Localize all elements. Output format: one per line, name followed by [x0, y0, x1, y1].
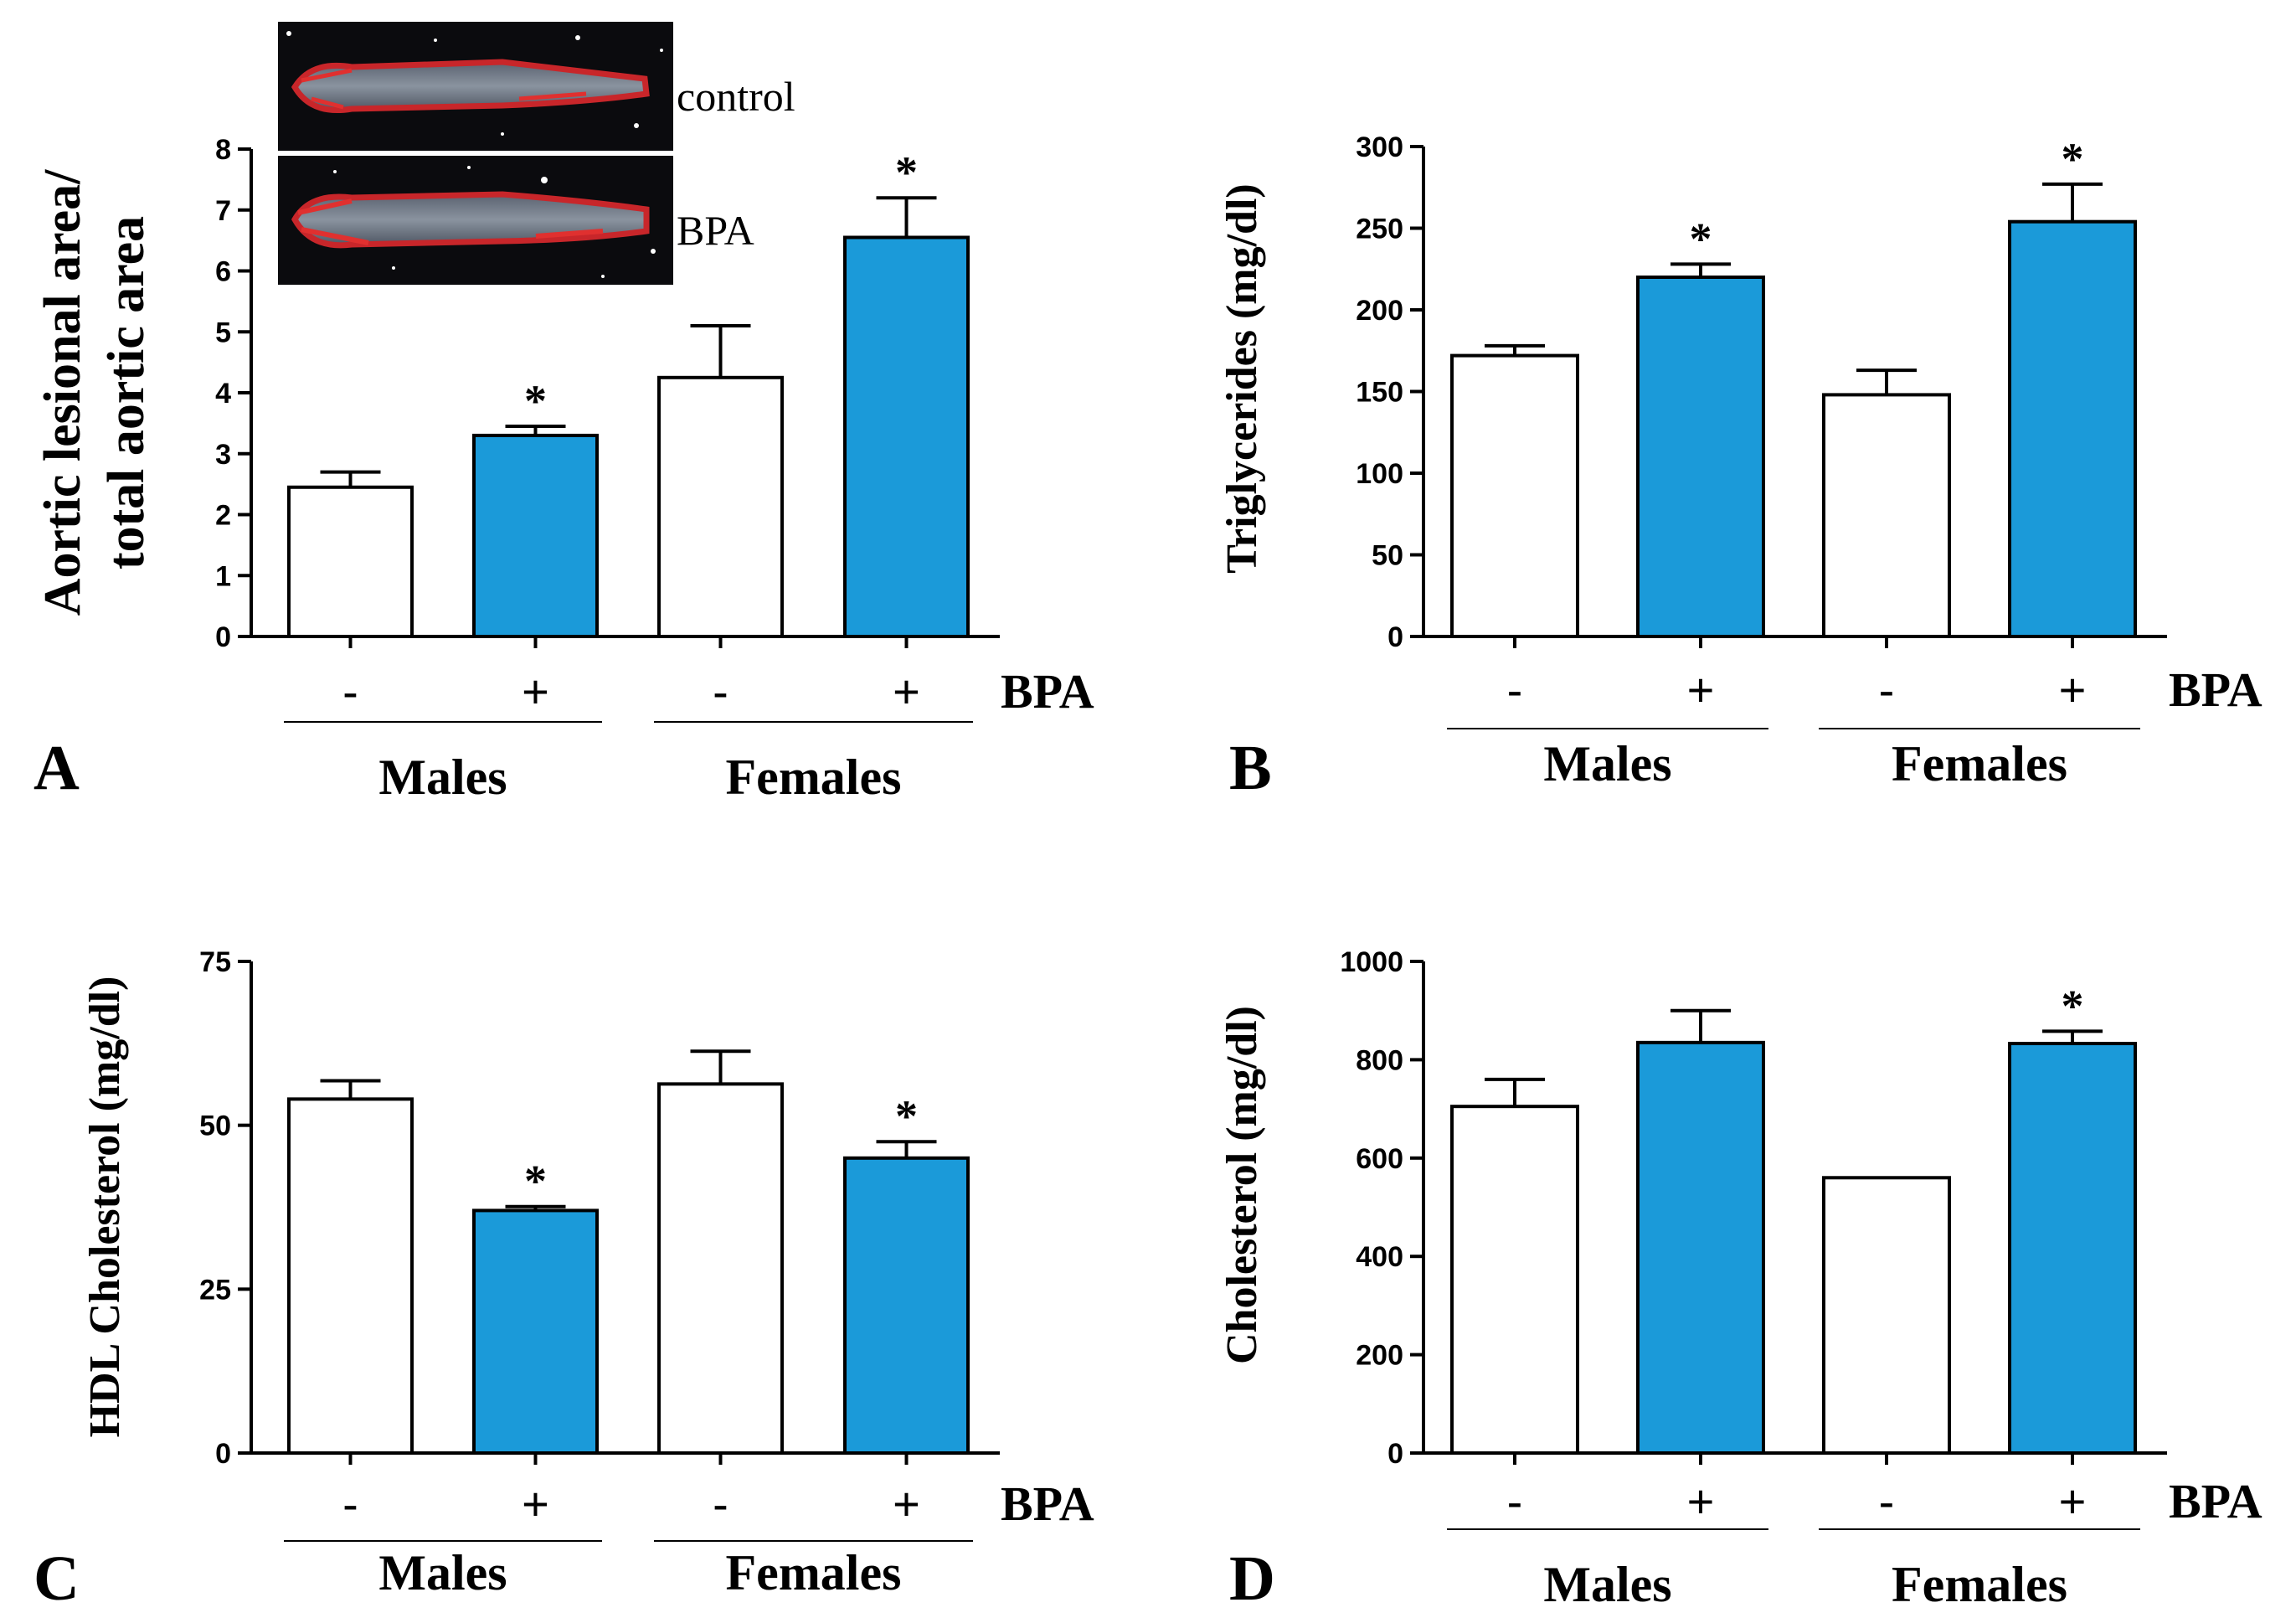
y-tick-label-b: 100 — [1356, 458, 1403, 490]
y-axis-label-d: Cholesterol (mg/dl) — [1218, 1006, 1266, 1364]
bar-d — [1636, 1040, 1765, 1455]
y-tick-label-a: 6 — [215, 256, 231, 288]
chart-panel-c: 0 25 50 75 HDL Cholesterol (mg/dl) - * + - * + BPA M… — [33, 946, 1094, 1614]
category-label-d: + — [2059, 1475, 2087, 1528]
bar-a — [843, 235, 970, 638]
group-label-d: Males — [1543, 1557, 1671, 1612]
significance-star-a: * — [895, 147, 918, 198]
y-tick-label-a: 7 — [215, 195, 231, 227]
category-label-b: + — [2059, 663, 2087, 716]
bar-a — [657, 375, 784, 638]
group-label-b: Females — [1892, 736, 2067, 791]
bar-b — [1450, 353, 1579, 638]
group-label-c: Males — [378, 1545, 507, 1600]
bar-d — [2008, 1042, 2137, 1456]
y-tick-label-b: 200 — [1356, 295, 1403, 327]
category-label-d: - — [1507, 1475, 1523, 1528]
y-tick-label-d: 1000 — [1340, 946, 1403, 978]
y-tick-label-c: 50 — [199, 1110, 231, 1142]
category-label-d: + — [1687, 1475, 1715, 1528]
y-axis-label-a: Aortic lesional area/ — [34, 169, 91, 616]
y-tick-label-a: 2 — [215, 500, 231, 532]
y-tick-label-b: 300 — [1356, 131, 1403, 163]
category-label-a: + — [522, 665, 549, 718]
bar-b — [1822, 393, 1951, 638]
group-label-a: Males — [378, 750, 507, 805]
bar-a — [287, 485, 414, 639]
significance-star-d: * — [2062, 981, 2084, 1031]
inset-control-label: control — [677, 73, 795, 120]
bar-c — [472, 1208, 599, 1455]
category-label-d: - — [1879, 1475, 1895, 1528]
y-tick-label-b: 150 — [1356, 377, 1403, 409]
bpa-label-c: BPA — [1001, 1476, 1094, 1531]
y-tick-label-d: 0 — [1387, 1438, 1403, 1470]
group-label-b: Males — [1543, 736, 1671, 791]
y-tick-label-b: 250 — [1356, 214, 1403, 245]
category-label-b: - — [1507, 663, 1523, 716]
bar-d — [1450, 1105, 1579, 1456]
chart-panel-d: 0 200 400 600 800 1000 Cholesterol (mg/dl) - + - *… — [1218, 946, 2263, 1614]
group-label-a: Females — [726, 750, 902, 805]
category-label-a: + — [893, 665, 920, 718]
category-label-c: - — [713, 1477, 728, 1530]
y-tick-label-c: 25 — [199, 1274, 231, 1306]
category-label-a: - — [713, 665, 728, 718]
y-tick-label-a: 8 — [215, 134, 231, 166]
y-tick-label-a: 4 — [215, 378, 231, 410]
bpa-label-a: BPA — [1001, 664, 1094, 719]
y-tick-label-a: 0 — [215, 621, 231, 653]
category-label-b: - — [1879, 663, 1895, 716]
y-tick-label-d: 200 — [1356, 1340, 1403, 1372]
y-tick-label-b: 50 — [1372, 540, 1403, 572]
y-tick-label-a: 3 — [215, 439, 231, 471]
bar-a — [472, 433, 599, 638]
bpa-label-b: BPA — [2169, 662, 2263, 717]
significance-star-b: * — [1690, 214, 1712, 264]
y-tick-label-d: 600 — [1356, 1143, 1403, 1175]
y-tick-label-c: 0 — [215, 1438, 231, 1470]
y-tick-label-a: 1 — [215, 560, 231, 592]
bar-c — [843, 1156, 970, 1456]
panel-letter-b: B — [1229, 733, 1272, 803]
bar-d — [1822, 1176, 1951, 1456]
y-tick-label-c: 75 — [199, 946, 231, 978]
category-label-c: + — [893, 1477, 920, 1530]
significance-star-c: * — [524, 1157, 547, 1207]
bar-b — [2008, 219, 2137, 638]
aorta-image-inset: control BPA — [278, 22, 795, 285]
significance-star-a: * — [524, 376, 547, 426]
bpa-label-d: BPA — [2169, 1474, 2263, 1528]
category-label-c: + — [522, 1477, 549, 1530]
significance-star-b: * — [2062, 134, 2084, 184]
bar-b — [1636, 276, 1765, 638]
significance-star-c: * — [895, 1091, 918, 1141]
chart-panel-b: 0 50 100 150 200 250 300 Triglycerides (mg/dl) -… — [1218, 131, 2263, 803]
panel-letter-d: D — [1229, 1543, 1275, 1614]
y-axis-label-b: Triglycerides (mg/dl) — [1218, 183, 1266, 574]
y-tick-label-d: 400 — [1356, 1241, 1403, 1273]
bar-c — [657, 1082, 784, 1455]
category-label-b: + — [1687, 663, 1715, 716]
y-tick-label-a: 5 — [215, 317, 231, 348]
group-label-d: Females — [1892, 1557, 2067, 1612]
aorta-control-shape — [291, 59, 650, 114]
y-axis-label-a: total aortic area — [98, 216, 155, 569]
y-tick-label-d: 800 — [1356, 1044, 1403, 1076]
y-tick-label-b: 0 — [1387, 621, 1403, 653]
bar-c — [287, 1097, 414, 1455]
panel-letter-c: C — [33, 1543, 80, 1614]
chart-panel-a: 0 1 2 3 4 5 6 7 8 Aortic lesional area/total aort… — [33, 134, 1094, 805]
inset-speckles — [286, 31, 663, 278]
category-label-c: - — [342, 1477, 358, 1530]
aorta-bpa-shape — [291, 191, 650, 249]
y-axis-label-c: HDL Cholesterol (mg/dl) — [81, 976, 129, 1438]
category-label-a: - — [342, 665, 358, 718]
group-label-c: Females — [726, 1545, 902, 1600]
panel-letter-a: A — [33, 733, 80, 803]
inset-bpa-label: BPA — [677, 207, 754, 254]
